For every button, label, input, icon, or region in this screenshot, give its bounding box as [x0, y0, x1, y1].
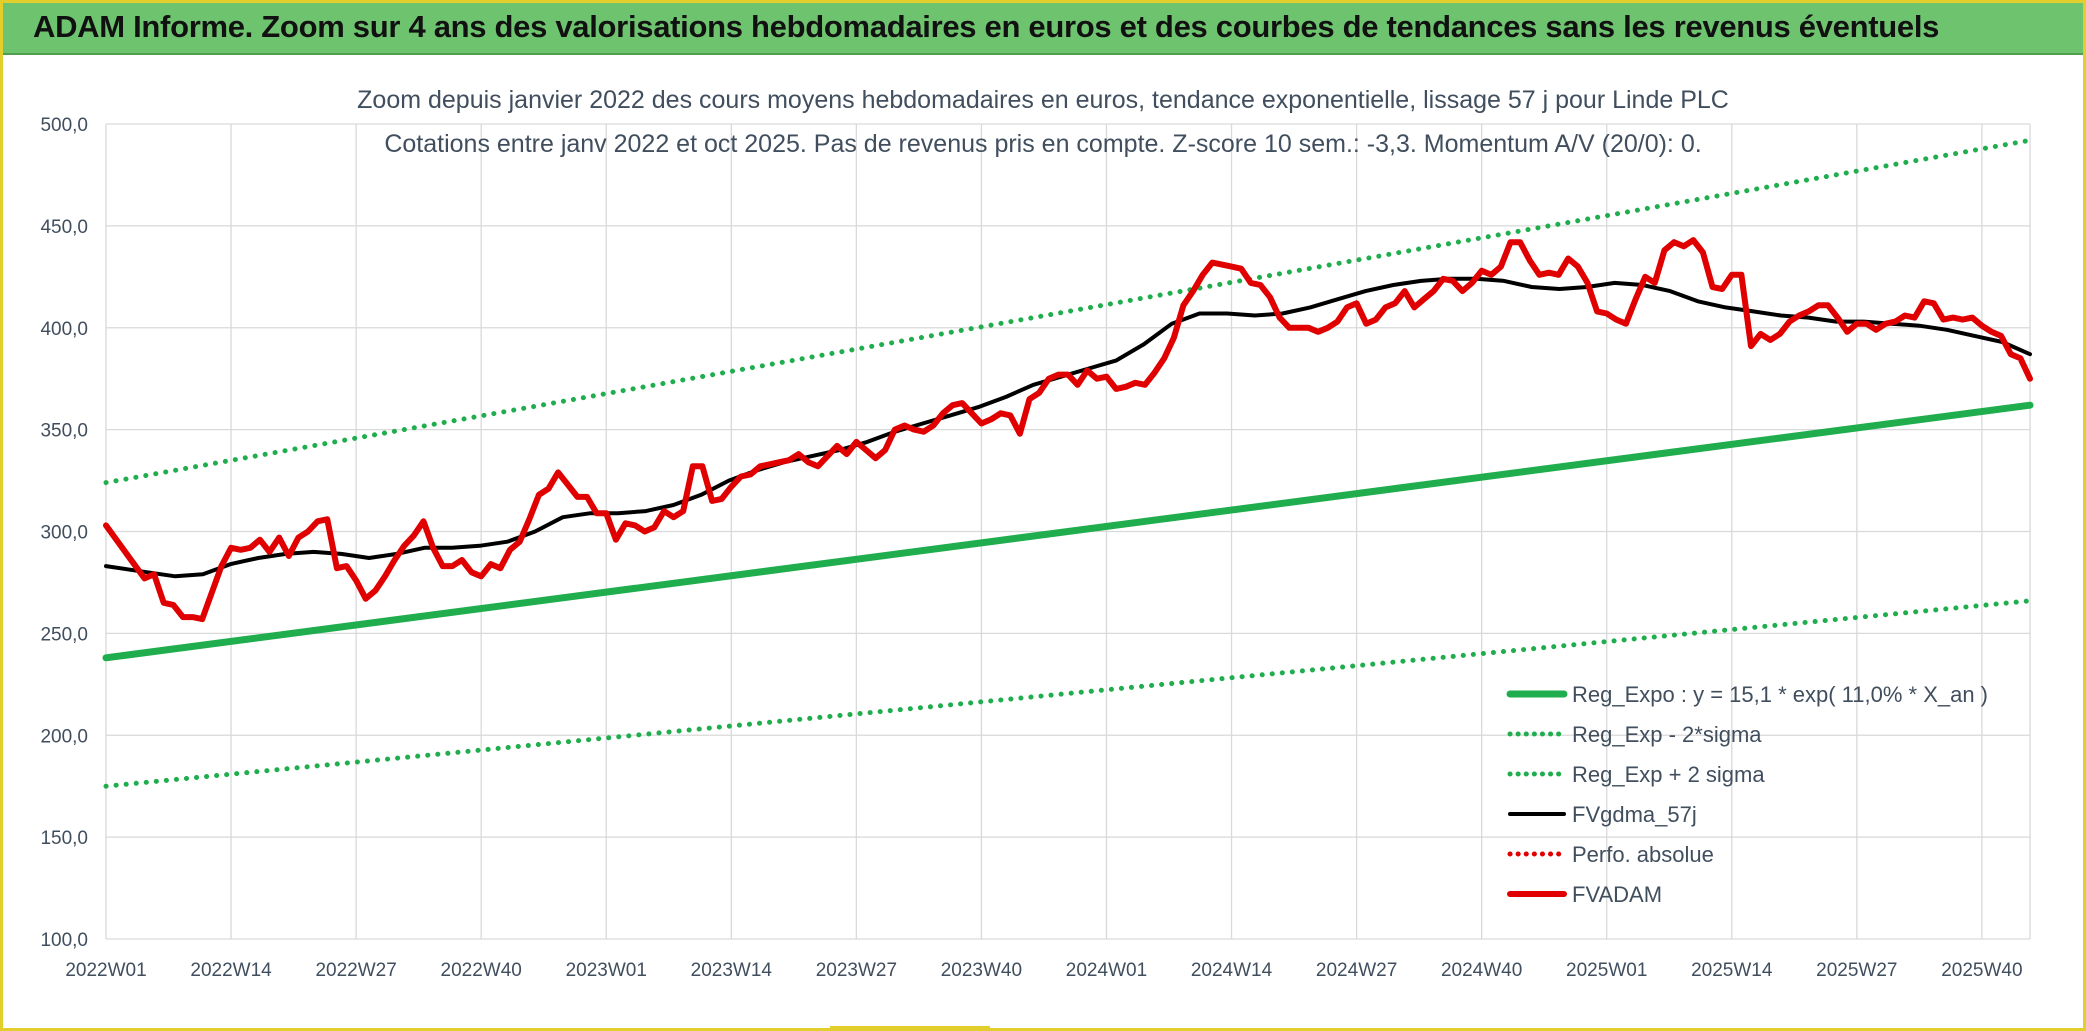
x-tick-label: 2024W40 [1441, 960, 1522, 981]
x-tick-label: 2023W27 [816, 960, 897, 981]
chart-title: Zoom depuis janvier 2022 des cours moyen… [357, 86, 1729, 114]
series-line-3 [104, 276, 2032, 579]
report-banner: ADAM Informe. Zoom sur 4 ans des valoris… [3, 3, 2083, 55]
legend-label: Perfo. absolue [1572, 842, 1714, 867]
x-tick-label: 2024W27 [1316, 960, 1397, 981]
legend-label: Reg_Exp + 2 sigma [1572, 762, 1765, 787]
y-tick-label: 250,0 [40, 624, 88, 645]
x-tick-label: 2025W27 [1816, 960, 1897, 981]
legend-label: Reg_Expo : y = 15,1 * exp( 11,0% * X_an … [1572, 682, 1988, 707]
series-line-0 [102, 401, 2034, 662]
x-tick-label: 2022W27 [315, 960, 396, 981]
x-tick-label: 2025W01 [1566, 960, 1647, 981]
legend-label: FVADAM [1572, 882, 1662, 907]
series-line-2 [103, 137, 2033, 486]
y-axis: 500,0 450,0 400,0 350,0 300,0 250,0 200,0 150,0… [40, 115, 88, 951]
y-tick-label: 300,0 [40, 523, 88, 544]
chart-subtitle: Cotations entre janv 2022 et oct 2025. P… [384, 130, 1701, 158]
series-layer [102, 137, 2034, 789]
x-tick-label: 2023W01 [566, 960, 647, 981]
y-tick-label: 350,0 [40, 421, 88, 442]
y-tick-label: 400,0 [40, 319, 88, 340]
x-tick-label: 2025W40 [1941, 960, 2022, 981]
x-tick-label: 2022W01 [65, 960, 146, 981]
x-tick-label: 2024W01 [1066, 960, 1147, 981]
y-tick-label: 150,0 [40, 828, 88, 849]
report-banner-title: ADAM Informe. Zoom sur 4 ans des valoris… [33, 9, 1940, 44]
x-tick-label: 2022W40 [441, 960, 522, 981]
y-tick-label: 500,0 [40, 115, 88, 136]
x-axis: 2022W01 2022W14 2022W27 2022W40 2023W01 2023W… [65, 960, 2022, 981]
x-tick-label: 2023W14 [691, 960, 773, 981]
x-tick-label: 2022W14 [190, 960, 272, 981]
y-tick-label: 200,0 [40, 726, 88, 747]
y-tick-label: 100,0 [40, 930, 88, 951]
legend-label: FVgdma_57j [1572, 802, 1697, 827]
series-line-1 [103, 598, 2033, 789]
legend: Reg_Expo : y = 15,1 * exp( 11,0% * X_an … [1506, 682, 1988, 907]
x-tick-label: 2024W14 [1191, 960, 1273, 981]
chart-grid [105, 123, 2031, 940]
bottom-accent [830, 1026, 990, 1030]
legend-label: Reg_Exp - 2*sigma [1572, 722, 1762, 747]
series-line-5 [103, 237, 2033, 623]
x-tick-label: 2023W40 [941, 960, 1022, 981]
x-tick-label: 2025W14 [1691, 960, 1773, 981]
y-tick-label: 450,0 [40, 217, 88, 238]
